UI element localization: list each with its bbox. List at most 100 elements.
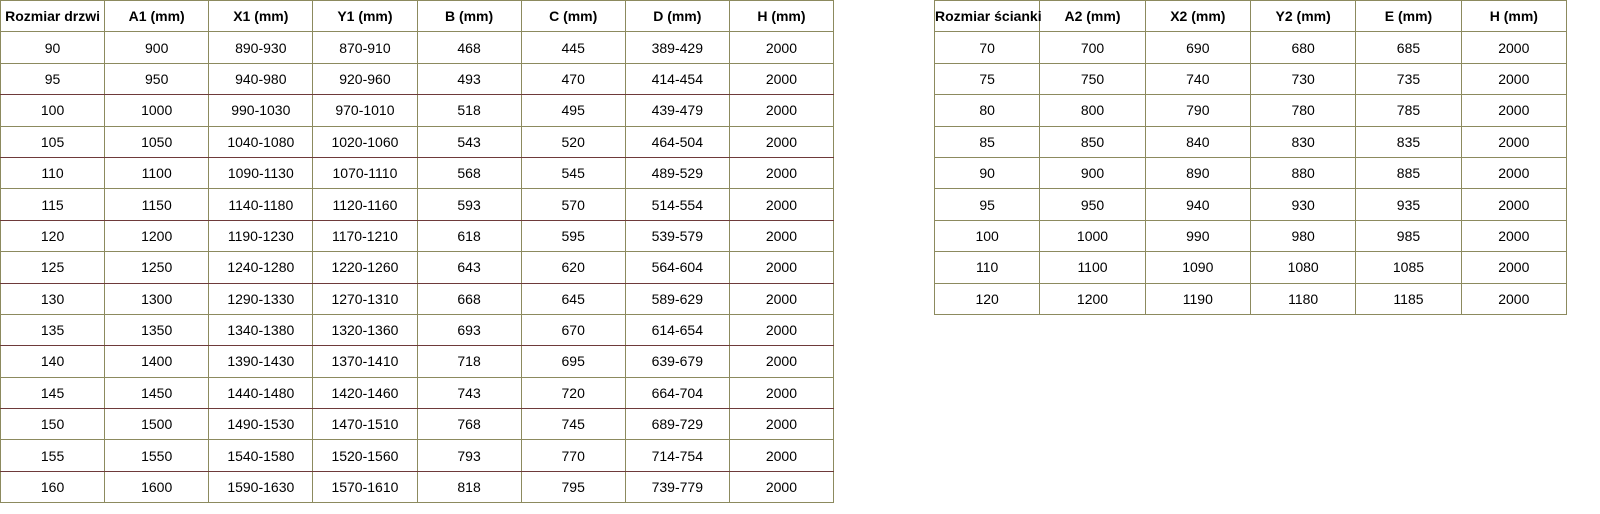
table-cell: 720 — [520, 376, 626, 410]
table-cell: 1340-1380 — [208, 313, 314, 347]
table-cell: 668 — [416, 282, 522, 315]
table-cell: 2000 — [728, 376, 835, 410]
table-cell: 689-729 — [624, 408, 730, 441]
table-cell: 120 — [933, 282, 1041, 315]
table-cell: 1200 — [1039, 282, 1146, 315]
table-row: 90 900 890-930 870-910 468 445 389-429 2000 — [0, 31, 835, 64]
table-cell: 950 — [104, 62, 210, 96]
header-row: Rozmiar ścianki A2 (mm) X2 (mm) Y2 (mm) E (m… — [933, 0, 1568, 33]
table-cell: 1570-1610 — [312, 470, 418, 504]
table-cell: 2000 — [1460, 219, 1568, 253]
table-cell: 2000 — [1460, 251, 1568, 284]
table-cell: 950 — [1039, 188, 1146, 221]
table-cell: 1420-1460 — [312, 376, 418, 410]
table-cell: 125 — [0, 251, 106, 284]
table-cell: 1090-1130 — [208, 156, 314, 190]
table-cell: 520 — [520, 125, 626, 158]
table-cell: 1450 — [104, 376, 210, 410]
table-cell: 718 — [416, 345, 522, 378]
table-cell: 2000 — [728, 156, 835, 190]
table-cell: 614-654 — [624, 313, 730, 347]
table-cell: 739-779 — [624, 470, 730, 504]
table-cell: 840 — [1144, 125, 1251, 158]
table-cell: 545 — [520, 156, 626, 190]
column-header: Y1 (mm) — [312, 0, 418, 33]
table-row: 105 1050 1040-1080 1020-1060 543 520 464-504 20… — [0, 125, 835, 158]
table-cell: 1290-1330 — [208, 282, 314, 315]
table-cell: 750 — [1039, 62, 1146, 96]
table-cell: 2000 — [1460, 156, 1568, 190]
table-cell: 120 — [0, 219, 106, 253]
table-cell: 2000 — [728, 439, 835, 472]
table-cell: 835 — [1355, 125, 1462, 158]
column-header: D (mm) — [624, 0, 730, 33]
table-cell: 940-980 — [208, 62, 314, 96]
table-row: 70 700 690 680 685 2000 — [933, 31, 1568, 64]
table-cell: 2000 — [1460, 125, 1568, 158]
table-cell: 1050 — [104, 125, 210, 158]
table-row: 145 1450 1440-1480 1420-1460 743 720 664-704 20… — [0, 376, 835, 410]
table-row: 95 950 940 930 935 2000 — [933, 188, 1568, 221]
table-cell: 1350 — [104, 313, 210, 347]
table-cell: 743 — [416, 376, 522, 410]
table-row: 75 750 740 730 735 2000 — [933, 62, 1568, 96]
table-cell: 1090 — [1144, 251, 1251, 284]
table-cell: 160 — [0, 470, 106, 504]
table-cell: 489-529 — [624, 156, 730, 190]
table-cell: 493 — [416, 62, 522, 96]
table-row: 155 1550 1540-1580 1520-1560 793 770 714-754 20… — [0, 439, 835, 472]
table-cell: 2000 — [1460, 31, 1568, 64]
table-cell: 1180 — [1249, 282, 1357, 315]
table-cell: 1100 — [1039, 251, 1146, 284]
wall-size-table: Rozmiar ścianki A2 (mm) X2 (mm) Y2 (mm) E (m… — [933, 0, 1568, 315]
column-header: Rozmiar ścianki — [933, 0, 1042, 33]
table-cell: 2000 — [1460, 94, 1568, 127]
table-cell: 1190-1230 — [208, 219, 314, 253]
table-cell: 150 — [0, 408, 106, 441]
table-cell: 643 — [416, 251, 522, 284]
table-cell: 1500 — [104, 408, 210, 441]
table-cell: 75 — [933, 62, 1041, 96]
table-cell: 2000 — [728, 470, 835, 504]
table-cell: 80 — [933, 94, 1041, 127]
table-row: 90 900 890 880 885 2000 — [933, 156, 1568, 190]
table-cell: 700 — [1039, 31, 1146, 64]
table-cell: 470 — [520, 62, 626, 96]
table-cell: 690 — [1144, 31, 1251, 64]
table-cell: 2000 — [728, 94, 835, 127]
table-cell: 930 — [1249, 188, 1357, 221]
table-cell: 685 — [1355, 31, 1462, 64]
table-cell: 770 — [520, 439, 626, 472]
table-cell: 1520-1560 — [312, 439, 418, 472]
table-cell: 1250 — [104, 251, 210, 284]
table-cell: 850 — [1039, 125, 1146, 158]
table-row: 120 1200 1190-1230 1170-1210 618 595 539-579 20… — [0, 219, 835, 253]
column-header: Rozmiar drzwi — [0, 0, 106, 33]
table-cell: 140 — [0, 345, 106, 378]
table-cell: 2000 — [728, 31, 835, 64]
table-cell: 900 — [104, 31, 210, 64]
table-cell: 870-910 — [312, 31, 418, 64]
table-cell: 1240-1280 — [208, 251, 314, 284]
table-cell: 618 — [416, 219, 522, 253]
table-cell: 90 — [0, 31, 106, 64]
table-cell: 735 — [1355, 62, 1462, 96]
table-row: 135 1350 1340-1380 1320-1360 693 670 614-654 20… — [0, 313, 835, 347]
table-cell: 1120-1160 — [312, 188, 418, 221]
table-cell: 568 — [416, 156, 522, 190]
table-cell: 1300 — [104, 282, 210, 315]
table-cell: 885 — [1355, 156, 1462, 190]
table-cell: 155 — [0, 439, 106, 472]
table-cell: 940 — [1144, 188, 1251, 221]
table-cell: 2000 — [728, 188, 835, 221]
table-cell: 1270-1310 — [312, 282, 418, 315]
table-cell: 95 — [933, 188, 1041, 221]
table-cell: 2000 — [1460, 282, 1568, 315]
table-cell: 539-579 — [624, 219, 730, 253]
table-cell: 730 — [1249, 62, 1357, 96]
table-cell: 1220-1260 — [312, 251, 418, 284]
table-cell: 980 — [1249, 219, 1357, 253]
table-cell: 130 — [0, 282, 106, 315]
table-cell: 1085 — [1355, 251, 1462, 284]
table-cell: 2000 — [728, 219, 835, 253]
